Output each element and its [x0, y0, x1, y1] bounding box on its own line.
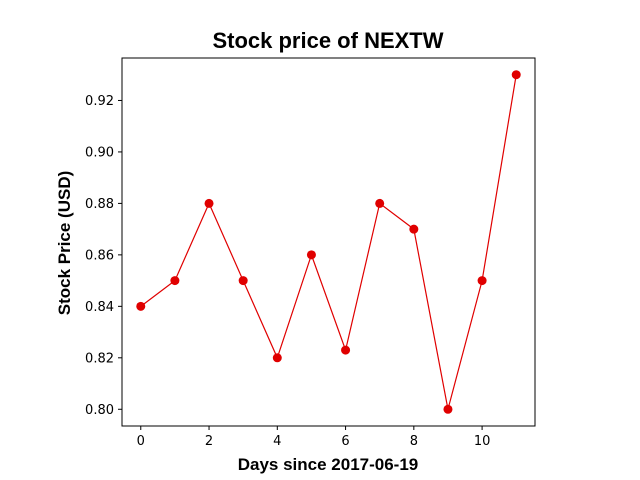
y-tick-label: 0.90: [85, 145, 114, 160]
x-axis: 0 2 4 6 8 10: [137, 426, 491, 449]
x-tick-label: 10: [474, 434, 491, 449]
chart-title: Stock price of NEXTW: [212, 28, 443, 53]
data-point: [204, 198, 214, 208]
y-axis: 0.80 0.82 0.84 0.86 0.88 0.90 0.92: [85, 94, 122, 418]
x-tick-label: 6: [341, 434, 349, 449]
data-point: [272, 353, 282, 363]
x-axis-label: Days since 2017-06-19: [238, 455, 419, 474]
series-layer: [136, 70, 521, 414]
data-point: [136, 301, 146, 311]
data-point: [341, 345, 351, 355]
x-tick-label: 2: [205, 434, 213, 449]
y-tick-label: 0.92: [85, 94, 114, 109]
x-tick-label: 4: [273, 434, 281, 449]
data-point: [306, 250, 316, 260]
data-point: [375, 198, 385, 208]
y-axis-label: Stock Price (USD): [55, 171, 74, 316]
data-point: [477, 276, 487, 286]
x-tick-label: 8: [410, 434, 418, 449]
y-tick-label: 0.82: [85, 351, 114, 366]
data-point: [409, 224, 419, 234]
data-point: [511, 70, 521, 80]
plot-area: [121, 57, 536, 427]
data-point: [443, 404, 453, 414]
y-tick-label: 0.80: [85, 403, 114, 418]
axes-frame: [121, 57, 536, 427]
data-point: [170, 276, 180, 286]
y-tick-label: 0.84: [85, 300, 114, 315]
series-line: [140, 74, 517, 410]
x-tick-label: 0: [137, 434, 145, 449]
data-point: [238, 276, 248, 286]
y-tick-label: 0.88: [85, 197, 114, 212]
y-tick-label: 0.86: [85, 248, 114, 263]
